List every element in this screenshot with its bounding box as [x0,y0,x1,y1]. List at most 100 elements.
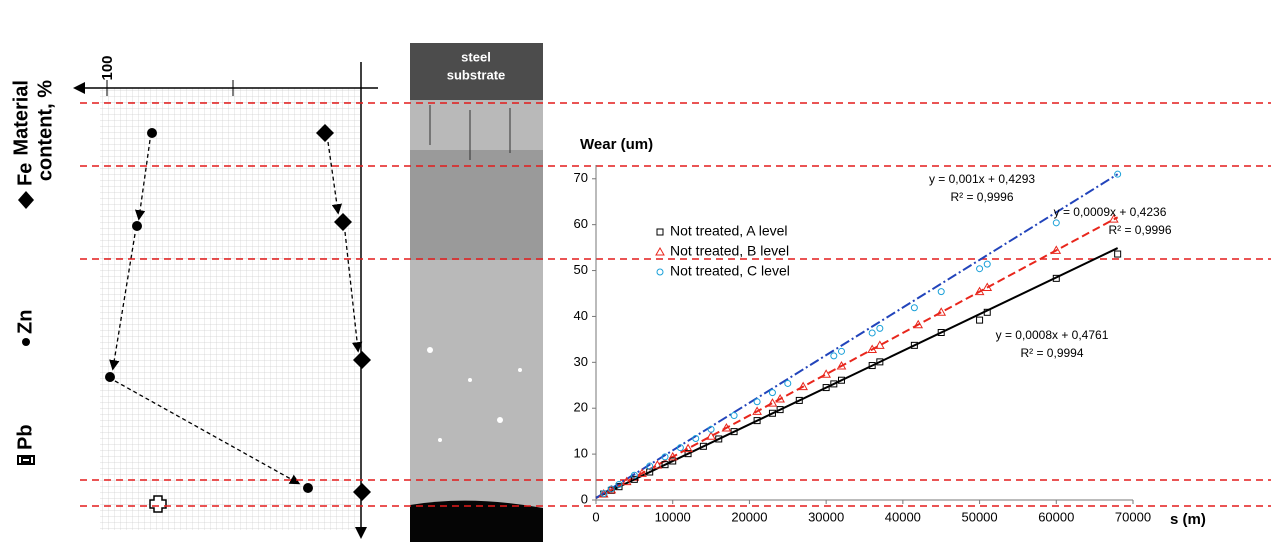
legend-label: Not treated, B level [670,243,789,259]
point [983,308,991,316]
point [730,412,738,420]
point [974,286,985,296]
point [715,435,723,443]
inclusions [427,347,522,442]
point [937,329,945,336]
point [607,485,615,493]
point [910,341,918,349]
point [692,435,700,443]
point [874,340,885,349]
x-tick-label: 10000 [655,509,691,524]
cracks [429,105,511,160]
y-tick-label: 20 [574,400,588,415]
axis-title: content, % [34,80,56,181]
bottom-region [410,500,543,542]
point [676,444,684,452]
point [837,376,845,384]
point [983,260,991,268]
element-label: Fe [14,163,36,186]
image-label: substrate [447,67,506,82]
point [753,398,761,406]
point [661,453,669,461]
y-tick-label: 50 [574,262,588,277]
x-tick-label: 70000 [1115,509,1151,524]
y-tick-label: 60 [574,216,588,231]
equation: R² = 0,9994 [1020,346,1083,360]
point [976,316,984,324]
point [637,468,647,477]
y-tick-label: 40 [574,308,588,323]
trendline [595,247,1119,499]
point [752,406,762,415]
point [630,475,638,483]
point [606,484,617,494]
point [822,384,830,392]
point [910,304,918,312]
pb-symbol [17,455,35,465]
equation: R² = 0,9996 [1108,223,1171,237]
point [699,442,707,450]
x-tick-label: 20000 [731,509,767,524]
point [753,417,761,425]
legend-marker [655,246,665,256]
point [784,379,792,387]
trendline [595,173,1119,499]
point [976,265,984,273]
y-tick-label: 30 [574,354,588,369]
point [867,344,878,353]
element-label: Zn [14,310,36,334]
point [1052,219,1060,227]
point [876,324,884,332]
point [768,389,776,397]
point [1114,170,1122,178]
point [621,476,632,486]
point [1108,214,1119,223]
fe-zn-region [410,150,543,260]
point [652,460,663,469]
trendline [595,216,1119,499]
point [830,380,838,388]
point [836,360,847,370]
point [706,431,716,440]
point [730,428,738,436]
level-lines [80,102,1271,507]
axis-tick: 100 [99,55,116,80]
point [630,471,638,479]
equation: y = 0,0008x + 0,4761 [996,328,1109,342]
point [1052,274,1060,282]
y-axis-label: Wear (um) [580,136,653,153]
legend-label: Not treated, A level [670,223,788,239]
point [1051,245,1062,254]
point [615,483,623,491]
y-tick-label: 10 [574,446,588,461]
point [667,451,678,461]
element-label: Pb [14,424,36,450]
point [837,347,845,355]
x-tick-label: 60000 [1038,509,1074,524]
point [937,288,945,296]
x-tick-label: 0 [592,509,599,524]
point [684,450,692,458]
point [707,425,715,433]
fe-symbol [18,191,34,209]
point [776,406,784,414]
point [767,398,778,407]
point [661,461,669,469]
wear-chart: Wear (um) s (m) 0 10 20 30 40 50 60 70 0 10000 200… [574,136,1206,528]
point [600,490,608,498]
point [830,352,838,360]
pb-point [149,495,167,513]
point [795,396,803,404]
point [798,381,808,391]
point [913,319,924,329]
point [775,394,785,403]
zn-symbol [22,338,30,346]
point [768,409,776,417]
trend-arrows [109,139,363,485]
legend-label: Not treated, C level [670,263,790,279]
y-tick-label: 70 [574,170,588,185]
x-tick-label: 40000 [885,509,921,524]
x-tick-label: 50000 [961,509,997,524]
